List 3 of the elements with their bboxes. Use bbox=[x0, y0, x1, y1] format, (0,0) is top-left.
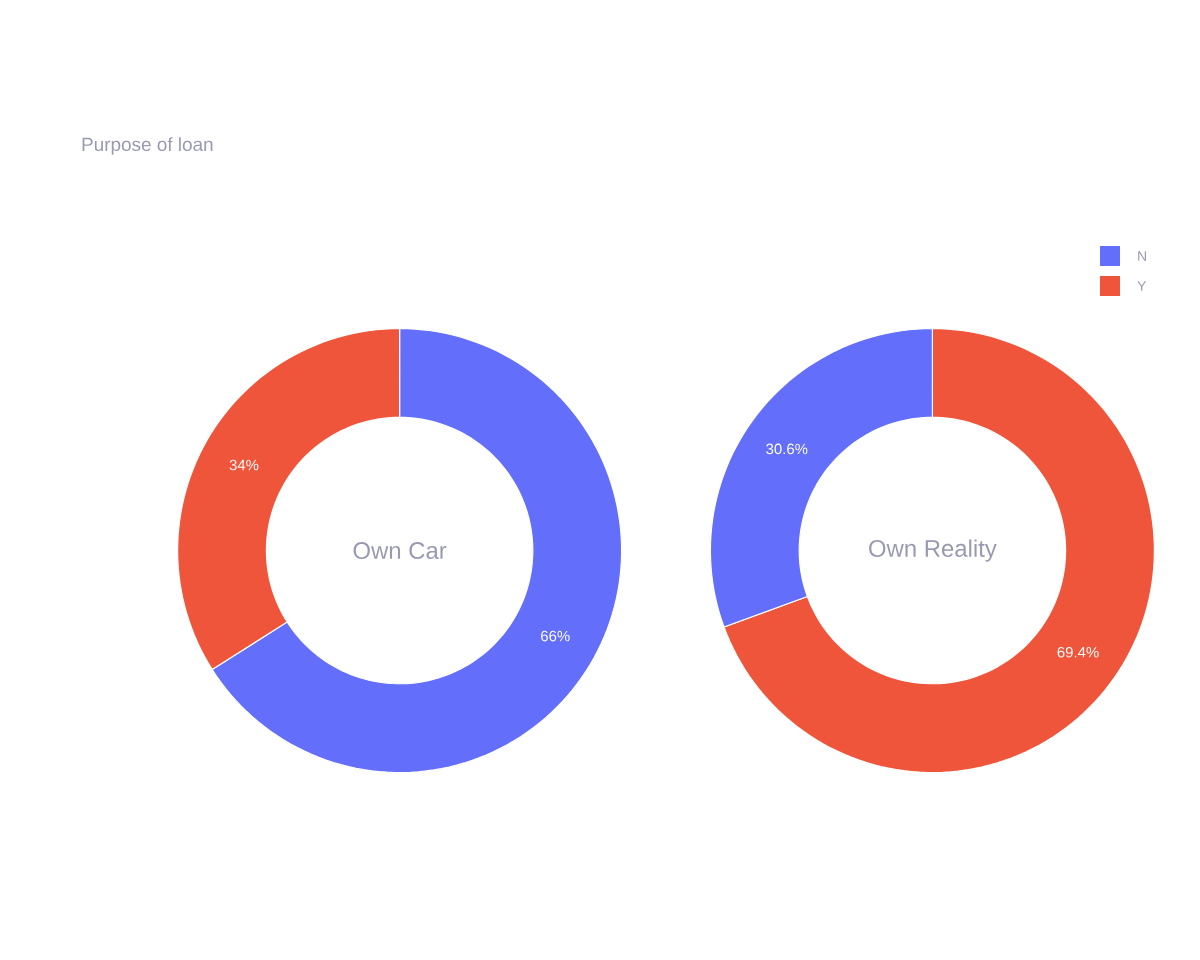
text: Own Reality bbox=[869, 539, 997, 562]
chart-title: Purpose of loan bbox=[82, 137, 213, 155]
text: Own Car bbox=[353, 542, 447, 559]
